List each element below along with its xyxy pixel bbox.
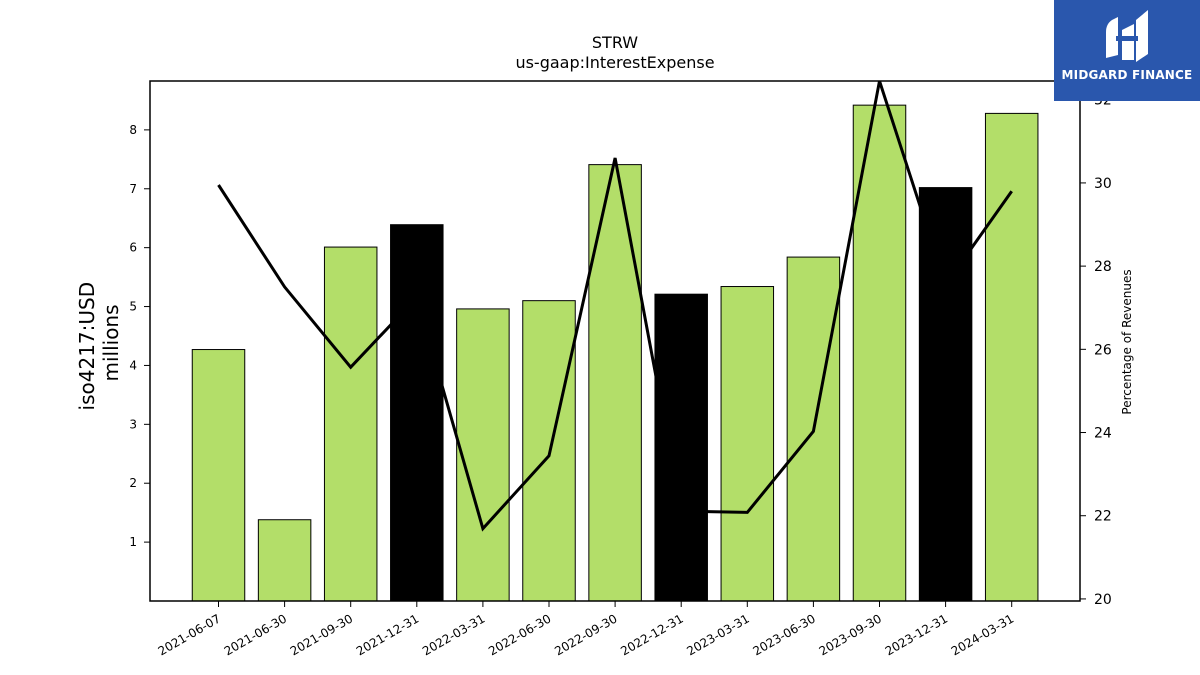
x-tick-label: 2021-06-30 (222, 611, 289, 658)
x-tick-label: 2023-12-31 (883, 611, 950, 658)
y-tick-label: 1 (129, 535, 137, 549)
bar (257, 519, 312, 602)
x-tick-label: 2022-12-31 (618, 611, 685, 658)
chart-subtitle: us-gaap:InterestExpense (515, 53, 714, 72)
y-tick-label: 5 (129, 300, 137, 314)
y-tick-label: 7 (129, 182, 137, 196)
x-tick-label: 2022-03-31 (420, 611, 487, 658)
x-tick-label: 2022-09-30 (552, 611, 619, 658)
y2-tick-label: 28 (1094, 259, 1112, 275)
y2-tick-label: 20 (1094, 592, 1112, 608)
x-tick-label: 2021-12-31 (354, 611, 421, 658)
y2-tick-label: 22 (1094, 509, 1112, 525)
bar (720, 286, 775, 602)
y-axis-label: iso4217:USD millions (75, 276, 123, 411)
bar (323, 246, 378, 602)
chart-title: STRW (592, 33, 638, 52)
y-tick-label: 2 (129, 476, 137, 490)
bar (852, 104, 907, 602)
x-tick-label: 2023-03-31 (684, 611, 751, 658)
logo-mark-icon (1106, 10, 1148, 62)
y2-tick-label: 30 (1094, 176, 1112, 192)
x-tick-label: 2021-09-30 (288, 611, 355, 658)
logo-text: MIDGARD FINANCE (1061, 68, 1193, 82)
y2-axis-label: Percentage of Revenues (1120, 269, 1134, 414)
bar (918, 187, 973, 602)
y2-tick-label: 24 (1094, 426, 1112, 442)
x-tick-label: 2024-03-31 (949, 611, 1016, 658)
bar (456, 308, 510, 602)
x-tick-label: 2023-06-30 (750, 611, 817, 658)
bar (984, 112, 1039, 602)
y-tick-label: 8 (129, 123, 137, 137)
x-tick-label: 2022-06-30 (486, 611, 553, 658)
y-tick-label: 3 (129, 417, 137, 431)
y-tick-label: 6 (129, 241, 137, 255)
bar (588, 164, 642, 602)
y-tick-label: 4 (129, 358, 137, 372)
bar (191, 349, 246, 602)
bar (654, 293, 708, 602)
y2-tick-label: 26 (1094, 342, 1112, 358)
x-tick-label: 2021-06-07 (156, 611, 223, 658)
x-tick-label: 2023-09-30 (817, 611, 884, 658)
bar (390, 224, 444, 602)
midgard-finance-logo: MIDGARD FINANCE (1054, 0, 1200, 101)
